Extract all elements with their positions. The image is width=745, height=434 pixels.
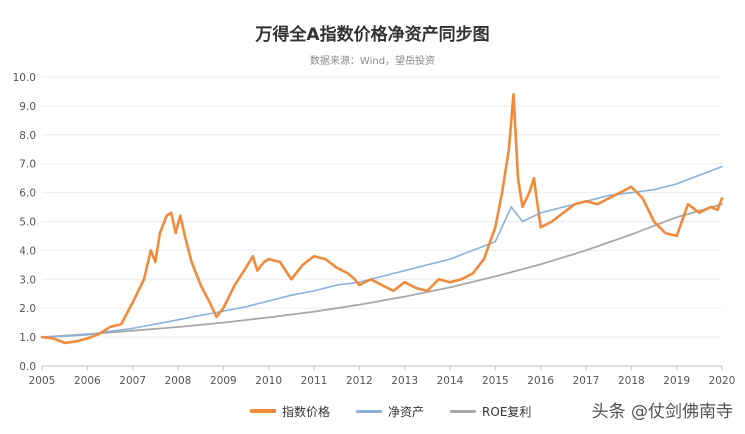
y-tick-label: 3.0: [19, 274, 36, 286]
x-tick-label: 2006: [74, 375, 101, 387]
series-line-roe-compound: [41, 203, 723, 338]
series-line-index-price: [40, 93, 724, 345]
y-tick-label: 9.0: [19, 101, 36, 113]
legend-swatch: [450, 409, 477, 413]
legend-item: ROE复利: [450, 403, 531, 420]
y-tick-label: 7.0: [19, 159, 36, 171]
x-tick-label: 2007: [119, 375, 146, 387]
y-tick-label: 8.0: [19, 130, 36, 142]
chart-legend: 指数价格 净资产 ROE复利: [250, 403, 557, 419]
x-tick-label: 2019: [663, 375, 690, 387]
legend-item: 净资产: [356, 403, 424, 420]
legend-label: 净资产: [388, 404, 425, 419]
chart-subtitle: 数据来源：Wind，望岳投资: [309, 56, 436, 67]
x-tick-label: 2014: [437, 375, 464, 387]
y-tick-label: 4.0: [19, 245, 36, 257]
x-tick-label: 2020: [709, 375, 736, 387]
y-tick-label: 10.0: [13, 72, 36, 84]
y-tick-label: 2.0: [19, 303, 36, 315]
legend-label: ROE复利: [482, 404, 532, 419]
legend-label: 指数价格: [282, 404, 331, 419]
legend-swatch: [250, 409, 276, 413]
chart-title: 万得全A指数价格净资产同步图: [255, 25, 490, 45]
x-tick-label: 2011: [301, 375, 328, 387]
x-tick-label: 2016: [527, 375, 554, 387]
x-tick-label: 2012: [346, 375, 373, 387]
x-tick-label: 2010: [255, 375, 282, 387]
y-tick-label: 5.0: [19, 217, 36, 229]
legend-swatch: [356, 409, 383, 413]
x-tick-label: 2015: [482, 375, 509, 387]
x-tick-label: 2017: [573, 375, 600, 387]
y-tick-label: 6.0: [19, 188, 36, 200]
y-tick-label: 0.0: [19, 361, 36, 373]
x-tick-label: 2013: [391, 375, 418, 387]
x-tick-label: 2018: [618, 375, 645, 387]
x-tick-label: 2009: [210, 375, 237, 387]
legend-item: 指数价格: [250, 403, 330, 420]
watermark-text: 头条 @仗剑佛南寺: [591, 402, 733, 422]
series-line-net-assets: [41, 165, 723, 338]
y-tick-label: 1.0: [19, 332, 36, 344]
x-tick-label: 2005: [29, 375, 56, 387]
x-tick-label: 2008: [165, 375, 192, 387]
